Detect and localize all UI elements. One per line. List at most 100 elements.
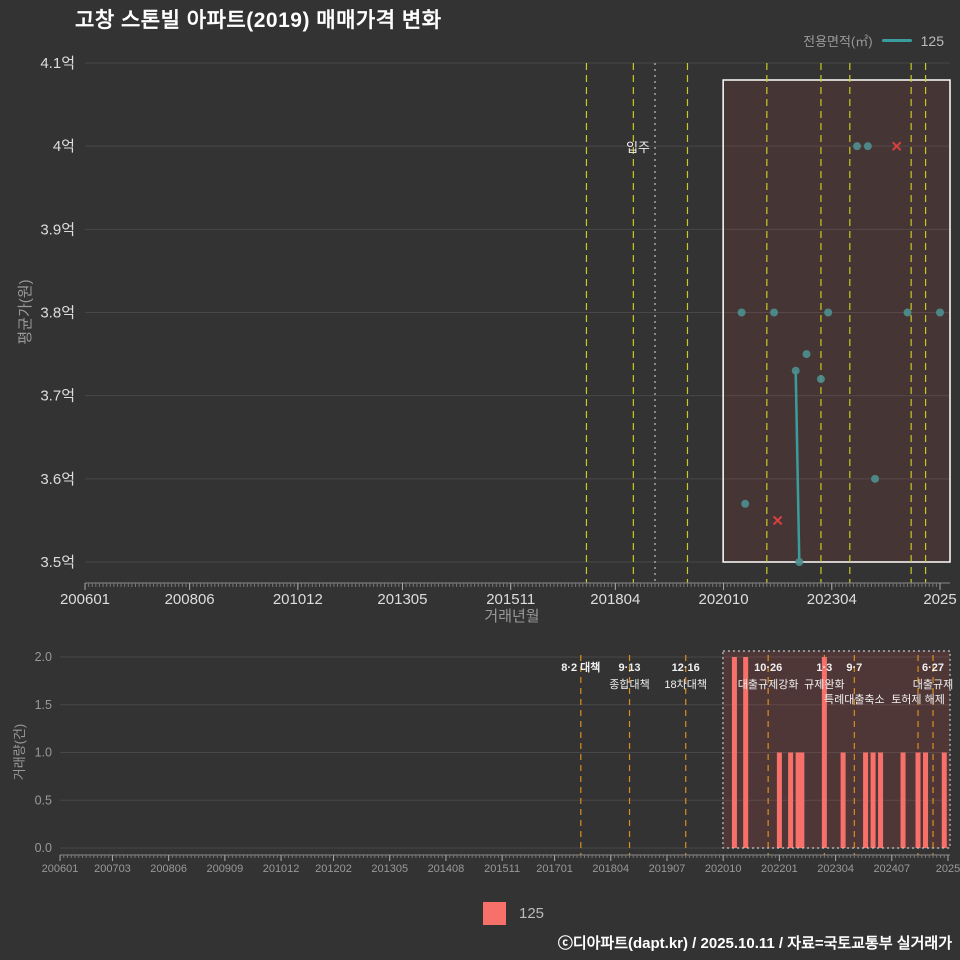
x-tick-label: 201907 — [649, 863, 686, 875]
x-tick-label: 201804 — [592, 863, 629, 875]
x-tick-label: 201511 — [484, 863, 520, 875]
y-tick-label: 0.5 — [35, 793, 52, 807]
x-tick-label: 2025 — [923, 591, 956, 608]
policy-label: 6·27 — [922, 662, 944, 674]
cancelled-mark[interactable] — [892, 141, 902, 151]
x-axis-title: 거래년월 — [484, 608, 539, 625]
x-tick-label: 201012 — [263, 863, 300, 875]
policy-label: 8·2 대책 — [561, 660, 600, 674]
price-point[interactable] — [853, 142, 862, 151]
legend-top: 전용면적(㎡) 125 — [803, 31, 944, 50]
price-point[interactable] — [802, 350, 811, 359]
x-tick-label: 2025 — [936, 863, 960, 875]
legend-series-value: 125 — [920, 32, 944, 49]
volume-bar[interactable] — [878, 752, 884, 849]
highlight-fill-volume — [722, 651, 950, 848]
x-tick-label: 200909 — [207, 863, 244, 875]
y-tick-label: 1.0 — [35, 746, 52, 760]
x-tick-label: 202201 — [761, 863, 798, 875]
volume-bar[interactable] — [799, 752, 805, 849]
price-point[interactable] — [871, 474, 880, 483]
x-tick-label: 201202 — [315, 863, 352, 875]
x-tick-label: 201511 — [486, 591, 535, 608]
policy-label: 18차대책 — [664, 678, 707, 691]
legend-bar-swatch — [483, 902, 506, 925]
x-tick-label: 202407 — [873, 863, 910, 875]
y-tick-label: 2.0 — [35, 650, 52, 664]
legend-area-label: 전용면적(㎡) — [803, 34, 873, 49]
x-tick-label: 201305 — [377, 591, 427, 608]
policy-label: 규제완화 — [804, 678, 844, 691]
x-tick-label: 202304 — [807, 591, 857, 608]
legend-bottom: 125 — [483, 902, 544, 925]
volume-bar[interactable] — [900, 752, 906, 849]
x-tick-label: 202010 — [699, 591, 749, 608]
page-title: 고창 스톤빌 아파트(2019) 매매가격 변화 — [75, 9, 442, 32]
policy-label: 9·7 — [846, 662, 862, 674]
highlight-box-price — [722, 79, 951, 563]
y-tick-label: 1.5 — [35, 698, 52, 712]
y-tick-label: 3.6억 — [40, 471, 75, 488]
x-tick-label: 201305 — [371, 863, 408, 875]
price-point[interactable] — [863, 142, 872, 151]
price-point[interactable] — [903, 308, 912, 317]
price-point[interactable] — [737, 308, 746, 317]
x-tick-label: 201804 — [590, 591, 640, 608]
y-tick-label: 3.7억 — [40, 388, 75, 405]
policy-label: 12·16 — [672, 662, 700, 674]
price-point[interactable] — [770, 308, 779, 317]
volume-bar[interactable] — [870, 752, 876, 849]
footer-credit: ⓒ디아파트(dapt.kr) / 2025.10.11 / 자료=국토교통부 실… — [557, 935, 952, 952]
volume-bar[interactable] — [743, 657, 749, 848]
x-tick-label: 202304 — [817, 863, 854, 875]
volume-chart: 2.0 1.5 1.0 0.5 0.0 200601 200703 200806 200909 2… — [12, 650, 960, 875]
y-tick-label: 3.5억 — [40, 554, 75, 571]
volume-bar[interactable] — [788, 752, 794, 849]
policy-label: 대출규제 — [913, 678, 953, 691]
legend-bar-label: 125 — [519, 905, 545, 922]
volume-bar[interactable] — [941, 752, 947, 849]
price-point[interactable] — [824, 308, 833, 317]
y-axis-title: 거래량(건) — [12, 724, 27, 781]
price-point[interactable] — [795, 558, 804, 566]
x-tick-label: 201012 — [273, 591, 323, 608]
x-tick-label: 200601 — [60, 591, 110, 608]
x-tick-label: 200806 — [165, 591, 215, 608]
volume-bar[interactable] — [923, 752, 929, 849]
x-tick-label: 200703 — [94, 863, 131, 875]
volume-bar[interactable] — [821, 657, 827, 848]
volume-bar[interactable] — [915, 752, 921, 849]
price-chart: 4.1억 4억 3.9억 3.8억 3.7억 3.6억 3.5억 입주 200601 200806… — [17, 55, 957, 625]
x-tick-label: 202010 — [705, 863, 742, 875]
volume-bar[interactable] — [863, 752, 869, 849]
policy-label: 9·13 — [619, 662, 641, 674]
volume-bar[interactable] — [731, 657, 737, 848]
volume-bar[interactable] — [795, 752, 801, 849]
x-tick-label: 200806 — [150, 863, 187, 875]
policy-label: 종합대책 — [609, 678, 649, 691]
y-tick-label: 3.9억 — [40, 221, 75, 238]
volume-bar[interactable] — [840, 752, 846, 849]
policy-label: 10·26 — [754, 662, 782, 674]
y-tick-label: 4억 — [53, 138, 75, 155]
price-point[interactable] — [936, 308, 944, 317]
x-tick-label: 201408 — [428, 863, 465, 875]
price-point[interactable] — [741, 499, 750, 508]
y-tick-label: 4.1억 — [40, 55, 75, 72]
policy-label: 1·3 — [816, 662, 832, 674]
legend-line-swatch — [881, 39, 912, 42]
x-tick-label: 201701 — [536, 863, 573, 875]
price-point[interactable] — [791, 366, 800, 375]
x-tick-label: 200601 — [42, 863, 79, 875]
price-line — [794, 370, 801, 563]
volume-bar[interactable] — [776, 752, 782, 849]
price-point[interactable] — [816, 375, 825, 384]
y-tick-label: 0.0 — [35, 841, 52, 855]
y-tick-label: 3.8억 — [40, 305, 75, 322]
policy-label: 특례대출축소 — [824, 693, 885, 706]
policy-label: 토허제 해제 — [891, 692, 945, 706]
y-axis-title: 평균가(원) — [17, 279, 34, 344]
cancelled-mark[interactable] — [772, 515, 783, 526]
